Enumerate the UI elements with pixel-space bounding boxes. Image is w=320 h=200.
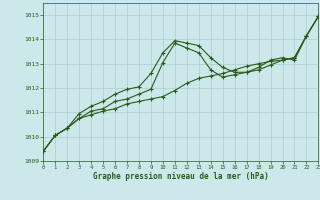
X-axis label: Graphe pression niveau de la mer (hPa): Graphe pression niveau de la mer (hPa): [93, 172, 269, 181]
